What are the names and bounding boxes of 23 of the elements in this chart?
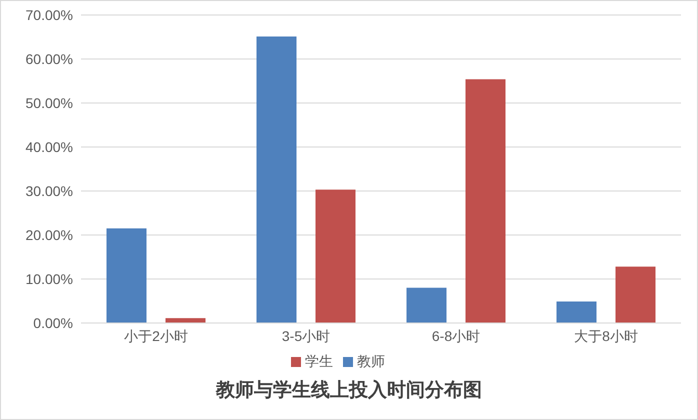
y-tick-label: 20.00% [26, 226, 73, 243]
bar [166, 318, 206, 323]
x-tick-label: 小于2小时 [124, 328, 188, 344]
bar [466, 79, 506, 323]
x-tick-label: 大于8小时 [574, 328, 638, 344]
legend-label: 学生 [305, 353, 333, 369]
y-tick-label: 40.00% [26, 138, 73, 155]
y-tick-label: 10.00% [26, 270, 73, 287]
y-tick-label: 70.00% [26, 6, 73, 23]
y-tick-label: 60.00% [26, 50, 73, 67]
bar [556, 301, 596, 323]
y-tick-label: 50.00% [26, 94, 73, 111]
bar [406, 288, 446, 323]
x-tick-label: 6-8小时 [432, 328, 480, 344]
x-tick-label: 3-5小时 [282, 328, 330, 344]
y-tick-label: 0.00% [33, 314, 73, 331]
legend-label: 教师 [357, 353, 385, 369]
bar [316, 190, 356, 323]
y-tick-label: 30.00% [26, 182, 73, 199]
bar [616, 266, 656, 323]
text: 教师与学生线上投入时间分布图 [214, 378, 483, 403]
bar [106, 228, 146, 323]
bar [256, 36, 296, 323]
